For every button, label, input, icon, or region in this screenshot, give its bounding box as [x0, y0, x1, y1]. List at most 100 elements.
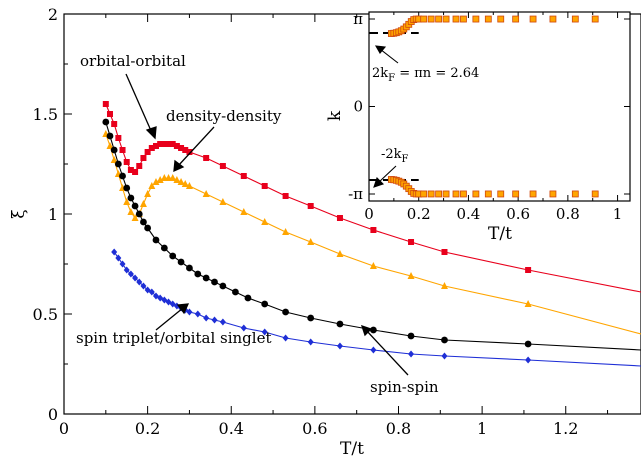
data-point-spin-triplet-orbital-singlet	[111, 248, 118, 256]
main-x-axis-label: T/t	[340, 439, 364, 459]
inset-data-point	[571, 15, 579, 23]
data-point-spin-triplet-orbital-singlet	[136, 278, 143, 286]
y-tick-label: 1	[48, 205, 58, 224]
data-point-spin-triplet-orbital-singlet	[336, 342, 343, 350]
inset-data-point	[452, 15, 460, 23]
data-point-density-density	[156, 176, 164, 183]
inset-data-point	[512, 15, 520, 23]
data-point-spin-triplet-orbital-singlet	[370, 346, 377, 354]
data-point-orbital-orbital	[408, 239, 415, 245]
data-point-spin-triplet-orbital-singlet	[186, 308, 193, 316]
inset-data-point	[460, 190, 467, 198]
arrow-density-density-head	[173, 159, 185, 173]
data-point-spin-spin	[160, 244, 168, 252]
data-point-spin-triplet-orbital-singlet	[261, 328, 268, 336]
data-point-spin-spin	[177, 258, 185, 266]
data-point-orbital-orbital	[182, 147, 189, 153]
x-tick-label: 1	[477, 419, 487, 438]
inset-y-axis-label: k	[325, 110, 345, 121]
arrow-spin-spin	[365, 329, 409, 376]
main-axis-ticks: 0 0.2 0.4 0.6 0.8 1 1.2 0 0.5 1 1.5 2	[33, 5, 609, 438]
inset-data-point	[591, 15, 599, 23]
data-point-density-density	[307, 238, 315, 245]
inset-series-lower	[387, 176, 599, 198]
data-point-orbital-orbital	[115, 135, 122, 141]
data-point-orbital-orbital	[219, 163, 226, 169]
data-point-spin-spin	[194, 270, 202, 278]
data-point-spin-spin	[106, 132, 114, 140]
inset-data-point	[442, 190, 450, 198]
data-point-orbital-orbital	[186, 149, 193, 155]
inset-data-point	[571, 190, 579, 198]
inset-x-tick-label: 1	[613, 205, 623, 223]
data-point-orbital-orbital	[148, 145, 155, 151]
data-point-spin-spin	[261, 300, 269, 308]
inset-data-point	[497, 190, 505, 198]
data-point-density-density	[169, 174, 177, 181]
inset-annotation-2kf: 2kF = πn = 2.64	[372, 66, 479, 84]
data-point-density-density	[240, 208, 248, 215]
inset-data-point	[529, 190, 537, 198]
data-point-density-density	[407, 272, 415, 279]
inset-data-point	[435, 15, 443, 23]
data-point-orbital-orbital	[140, 155, 147, 161]
data-point-orbital-orbital	[370, 227, 377, 233]
annotation-spin-spin: spin-spin	[370, 378, 439, 396]
data-point-spin-triplet-orbital-singlet	[115, 254, 122, 262]
data-point-spin-triplet-orbital-singlet	[140, 282, 147, 290]
y-tick-label: 1.5	[33, 105, 58, 124]
data-point-orbital-orbital	[307, 203, 314, 209]
data-point-density-density	[336, 250, 344, 257]
inset-arrow-2kf	[379, 48, 399, 64]
main-y-axis-label: ξ	[9, 209, 29, 218]
series-orbital-orbital	[102, 101, 641, 293]
data-point-density-density	[127, 208, 135, 215]
x-tick-label: 0.4	[219, 419, 244, 438]
x-tick-label: 1.2	[553, 419, 578, 438]
inset-arrow-2kf-head	[374, 45, 387, 54]
data-point-spin-spin	[407, 332, 415, 340]
data-point-orbital-orbital	[169, 141, 176, 147]
inset-x-tick-label: 0.2	[407, 205, 431, 223]
data-point-orbital-orbital	[132, 169, 139, 175]
x-tick-label: 0	[59, 419, 69, 438]
data-point-spin-spin	[370, 326, 377, 334]
inset-data-point	[435, 190, 443, 198]
inset-x-tick-label: 0.8	[556, 205, 580, 223]
main-series-group	[102, 101, 641, 367]
data-point-density-density	[152, 178, 160, 185]
inset-plot-frame	[368, 11, 631, 202]
inset-data-point	[591, 190, 599, 198]
inset-series-upper	[387, 15, 599, 37]
inset-data-point	[442, 15, 450, 23]
inset-data-point	[420, 15, 428, 23]
data-point-spin-spin	[186, 264, 193, 272]
data-point-density-density	[524, 300, 532, 307]
data-point-spin-triplet-orbital-singlet	[408, 350, 415, 358]
data-point-spin-triplet-orbital-singlet	[307, 338, 314, 346]
inset-data-point	[472, 190, 480, 198]
inset-arrow-minus-2kf-head	[373, 176, 385, 188]
inset-arrow-minus-2kf	[377, 165, 397, 184]
inset-annotation-minus-2kf: -2kF	[381, 147, 409, 165]
data-point-spin-spin	[169, 252, 177, 260]
data-point-orbital-orbital	[152, 143, 159, 149]
inset-data-point	[512, 190, 520, 198]
data-point-spin-spin	[232, 288, 239, 296]
data-point-spin-spin	[336, 320, 344, 328]
inset-data-point	[484, 15, 492, 23]
data-point-spin-spin	[110, 146, 118, 154]
data-point-orbital-orbital	[525, 267, 532, 273]
data-point-spin-triplet-orbital-singlet	[194, 310, 201, 318]
data-point-density-density	[261, 218, 269, 225]
data-point-orbital-orbital	[173, 143, 180, 149]
inset-x-axis-label: T/t	[488, 224, 512, 244]
inset-data-point	[460, 15, 467, 23]
arrow-orbital-orbital	[125, 73, 153, 134]
data-point-spin-triplet-orbital-singlet	[203, 314, 210, 322]
data-point-density-density	[185, 182, 193, 189]
data-point-density-density	[440, 282, 448, 289]
arrow-orbital-orbital-head	[145, 126, 157, 140]
inset-x-tick-label: 0.4	[456, 205, 480, 223]
